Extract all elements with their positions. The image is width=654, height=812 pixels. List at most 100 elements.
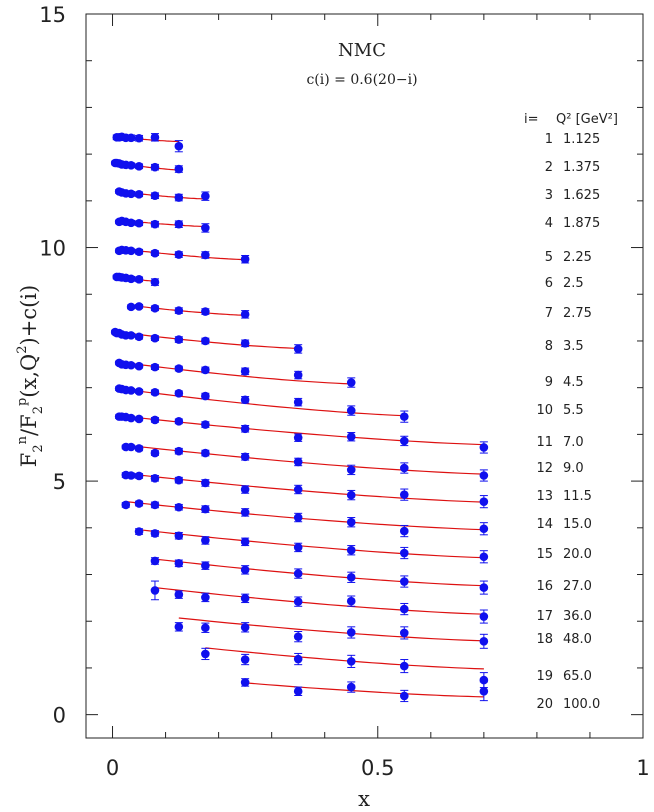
data-point (126, 302, 136, 312)
legend-index: 19 (536, 669, 553, 684)
data-point (150, 162, 160, 172)
point-marker (201, 307, 210, 316)
data-point (346, 626, 356, 639)
data-point (174, 590, 184, 599)
data-point (240, 537, 250, 547)
legend-q2-value: 1.125 (563, 132, 600, 147)
data-point (201, 536, 210, 545)
point-marker (150, 556, 160, 566)
data-point (201, 191, 210, 201)
point-marker (174, 141, 184, 151)
legend-index: 11 (536, 435, 553, 450)
data-point (201, 391, 210, 401)
data-point (126, 331, 136, 340)
data-point (126, 133, 136, 143)
point-marker (126, 471, 136, 480)
data-point (150, 277, 160, 287)
point-marker (346, 517, 356, 527)
data-point (174, 388, 184, 398)
legend-q2-value: 11.5 (563, 489, 592, 504)
point-marker (150, 219, 160, 229)
legend-index: 1 (545, 132, 553, 147)
data-point (126, 218, 136, 228)
point-marker (346, 682, 356, 692)
data-point (134, 133, 144, 143)
data-point (399, 575, 409, 588)
point-marker (293, 457, 303, 467)
data-point (174, 531, 184, 541)
point-marker (201, 250, 210, 260)
y-tick-label: 0 (53, 704, 66, 728)
data-point (134, 361, 144, 371)
point-marker (150, 162, 160, 172)
point-marker (399, 463, 409, 473)
point-marker (126, 331, 136, 340)
data-point (240, 424, 250, 434)
legend-q2-value: 2.75 (563, 306, 592, 321)
data-point (150, 303, 160, 313)
data-point (240, 367, 250, 376)
legend-index: 3 (545, 188, 553, 203)
data-point (201, 223, 210, 233)
legend-q2-value: 2.25 (563, 250, 592, 265)
point-marker (150, 586, 160, 595)
data-point (174, 417, 184, 426)
point-marker (121, 500, 131, 510)
point-marker (399, 604, 409, 614)
point-marker (346, 657, 356, 666)
point-marker (134, 527, 144, 536)
fit-curve (205, 647, 484, 670)
data-point (346, 432, 356, 442)
point-marker (201, 191, 210, 201)
data-point (174, 364, 184, 373)
point-marker (150, 388, 160, 397)
data-point (293, 568, 303, 579)
legend-index: 18 (536, 632, 553, 647)
x-tick-label: 0 (106, 756, 119, 780)
fit-curve (119, 415, 484, 446)
point-marker (174, 364, 184, 373)
point-marker (201, 561, 210, 570)
svg-text:F2n/F2p(x,Q2)+c(i): F2n/F2p(x,Q2)+c(i) (15, 285, 46, 467)
data-point (240, 339, 250, 348)
point-marker (150, 333, 160, 343)
data-point (174, 446, 184, 456)
data-point (399, 546, 409, 560)
point-marker (201, 223, 210, 233)
chart-title: NMC (338, 40, 386, 61)
legend-header-q2: Q² [GeV²] (556, 112, 618, 127)
point-marker (174, 417, 184, 426)
legend-index: 14 (536, 517, 553, 532)
data-point (293, 484, 303, 495)
data-point (134, 247, 144, 257)
point-marker (293, 397, 303, 407)
data-point (150, 388, 160, 397)
point-marker (126, 189, 136, 199)
point-marker (479, 686, 489, 696)
data-point (201, 622, 210, 633)
point-marker (150, 362, 160, 372)
point-marker (174, 446, 184, 456)
legend-index: 20 (536, 697, 553, 712)
data-point (134, 332, 144, 342)
data-point (134, 218, 144, 228)
point-marker (150, 191, 160, 201)
point-marker (346, 465, 356, 475)
point-marker (174, 306, 184, 315)
data-point (293, 652, 303, 666)
point-marker (126, 413, 136, 423)
data-point (121, 500, 131, 510)
point-marker (134, 471, 144, 481)
point-marker (126, 360, 136, 370)
data-point (174, 559, 184, 568)
data-point (174, 250, 184, 259)
point-marker (201, 365, 210, 375)
point-marker (174, 531, 184, 541)
data-point (174, 306, 184, 315)
point-marker (346, 490, 356, 500)
data-point (479, 495, 489, 509)
point-marker (134, 275, 144, 284)
point-marker (240, 655, 250, 664)
point-marker (240, 508, 250, 517)
legend-q2-value: 1.375 (563, 160, 600, 175)
